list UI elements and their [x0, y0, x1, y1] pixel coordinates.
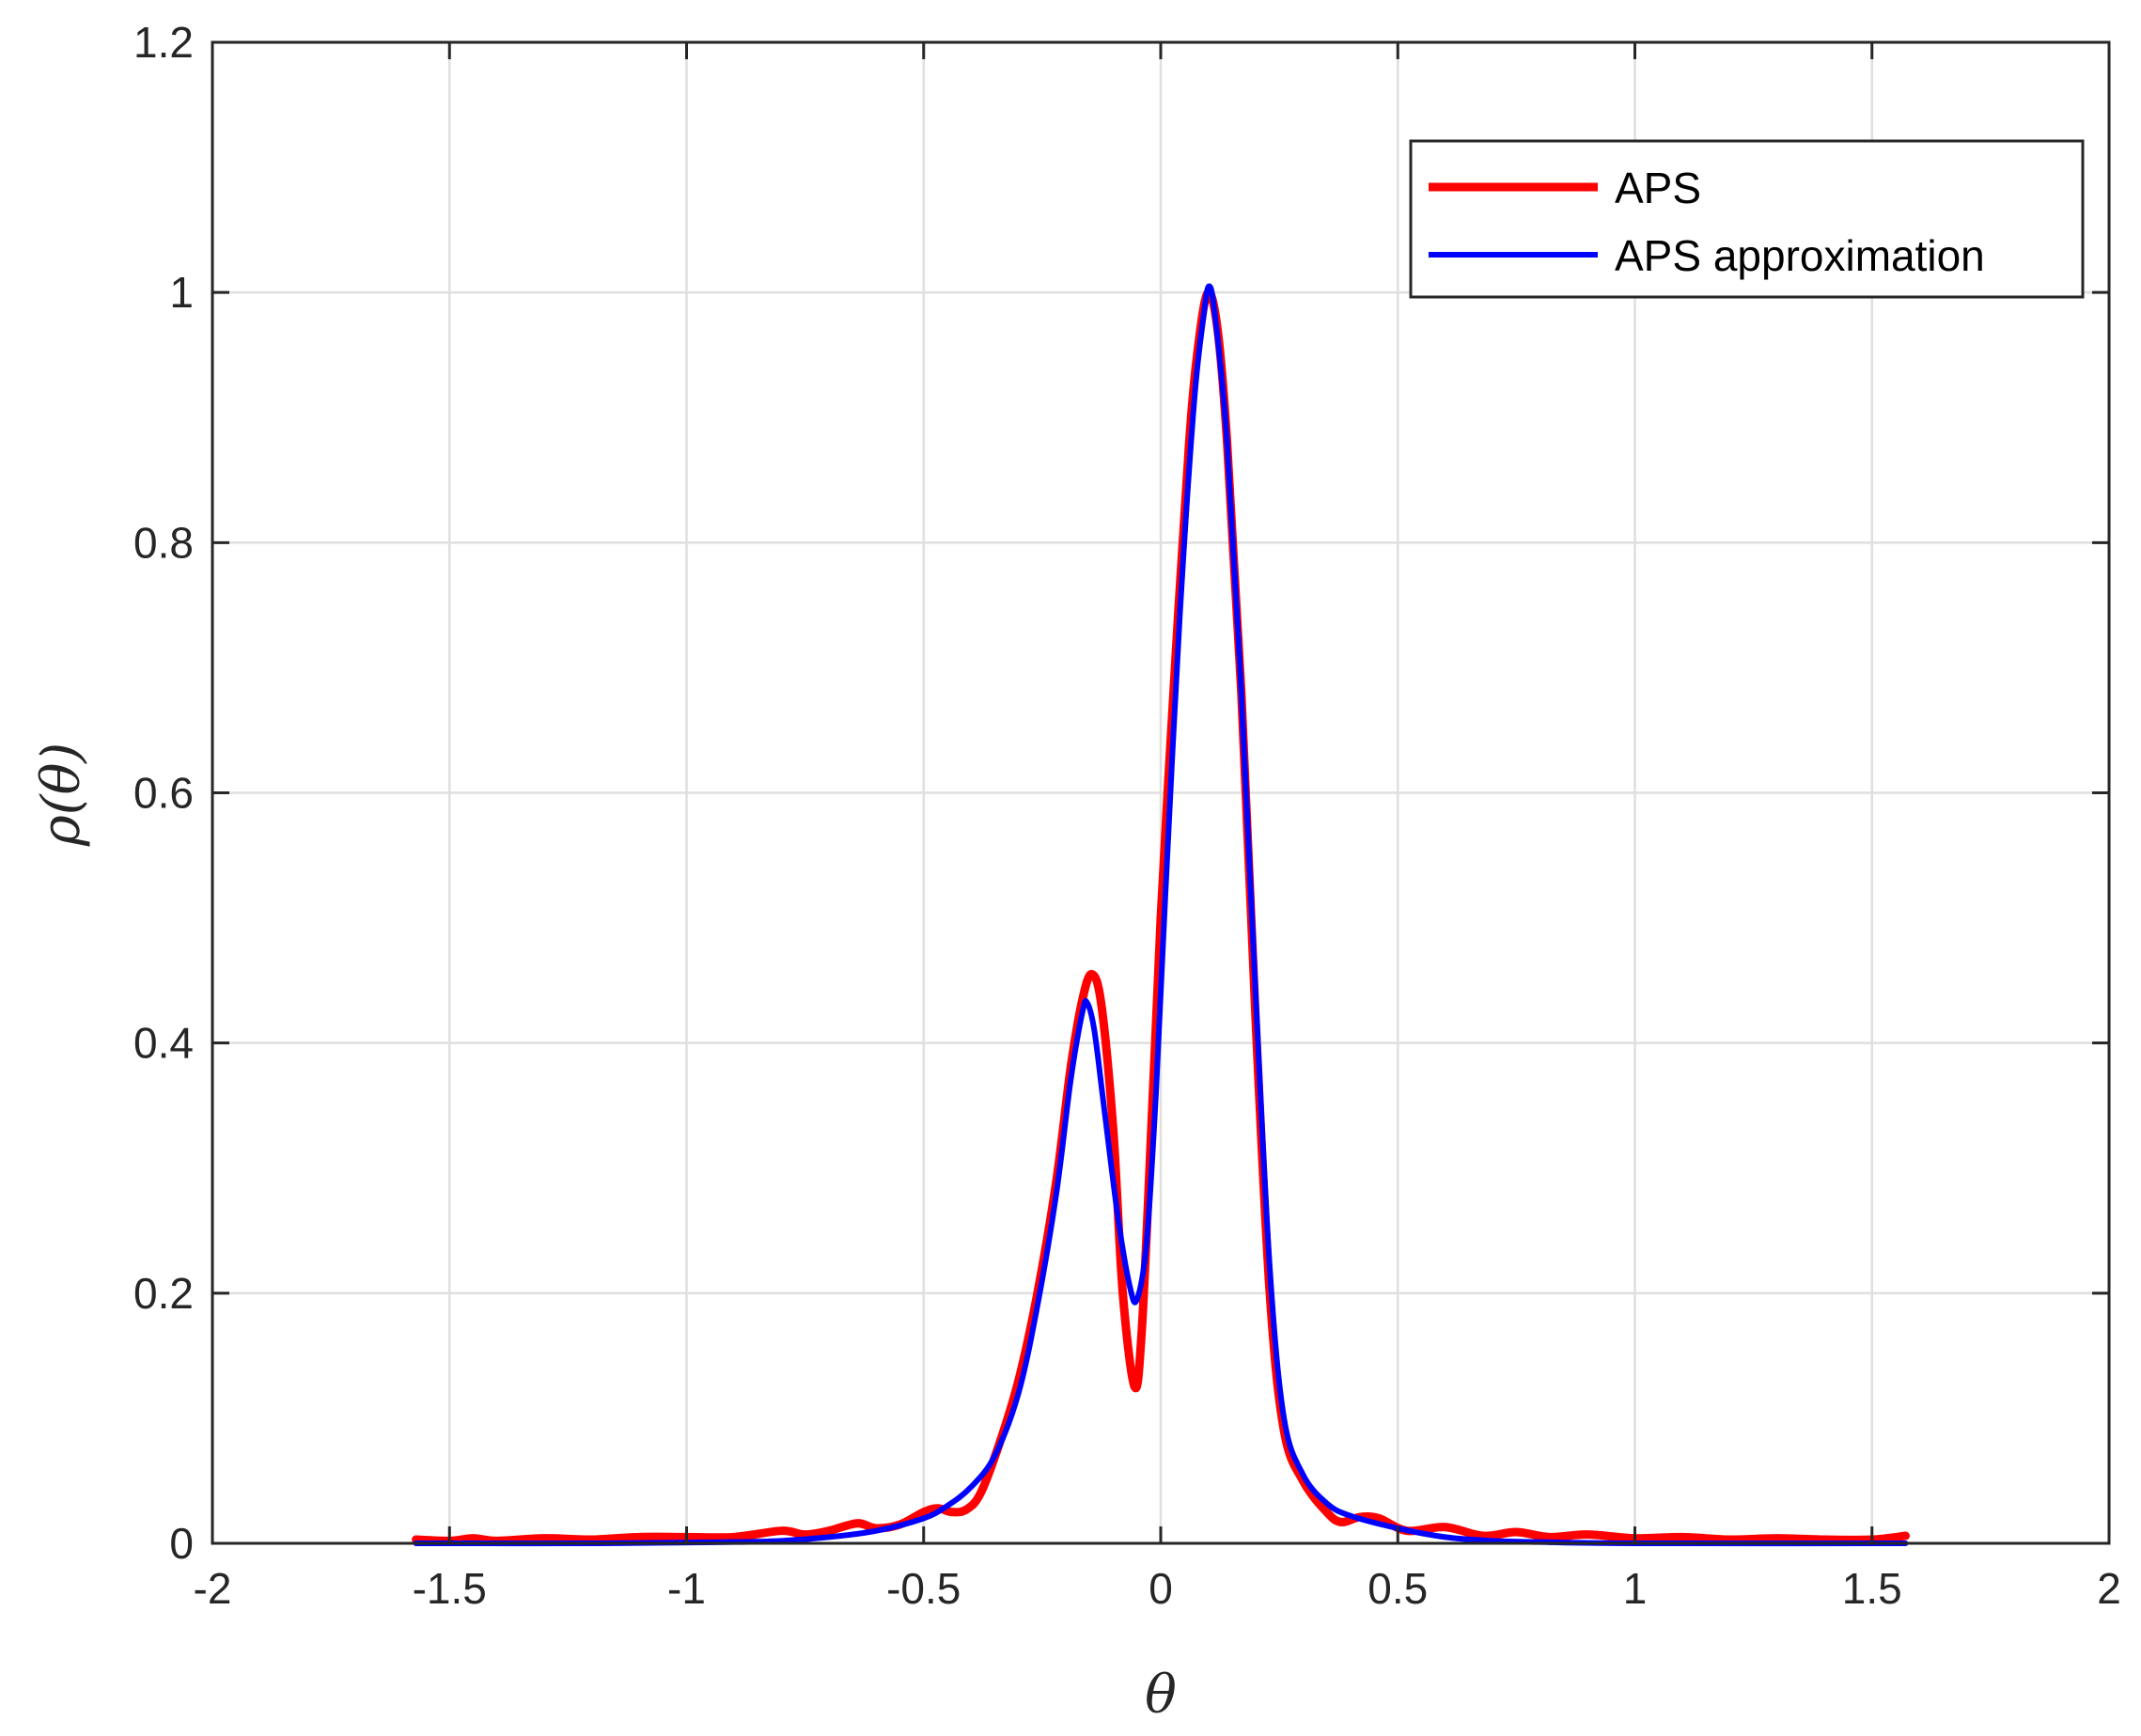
- y-tick-label: 0.6: [133, 769, 194, 818]
- axis-ticks: -2 -1.5 -1 -0.5 0 0.5 1 1.5 2 0 0.2 0.4 0.6 0.8 1 1.2: [133, 18, 2121, 1613]
- y-tick-label: 0.8: [133, 518, 194, 567]
- x-tick-label: 2: [2097, 1564, 2121, 1613]
- x-tick-label: -1: [667, 1564, 706, 1613]
- y-tick-label: 1: [169, 268, 194, 317]
- x-axis-label: θ: [1145, 1665, 1177, 1726]
- y-axis-label: ρ(θ): [31, 743, 92, 847]
- x-tick-label: -2: [194, 1564, 232, 1613]
- legend: APS APS approximation: [1409, 139, 2085, 299]
- legend-label-aps: APS: [1615, 164, 1701, 212]
- x-tick-label: 1: [1623, 1564, 1648, 1613]
- y-tick-label: 0.2: [133, 1269, 194, 1318]
- legend-label-aps-approximation: APS approximation: [1615, 231, 1985, 280]
- x-tick-label: -0.5: [886, 1564, 961, 1613]
- y-tick-label: 1.2: [133, 18, 194, 67]
- x-tick-label: -1.5: [413, 1564, 487, 1613]
- y-tick-label: 0: [169, 1519, 194, 1568]
- plot-lines: [412, 283, 1910, 1547]
- x-tick-label: 0: [1149, 1564, 1173, 1613]
- series-line-aps-approximation: [413, 283, 1909, 1547]
- x-tick-label: 0.5: [1367, 1564, 1428, 1613]
- x-tick-label: 1.5: [1842, 1564, 1902, 1613]
- legend-box: [1409, 139, 2085, 299]
- y-tick-label: 0.4: [133, 1019, 194, 1068]
